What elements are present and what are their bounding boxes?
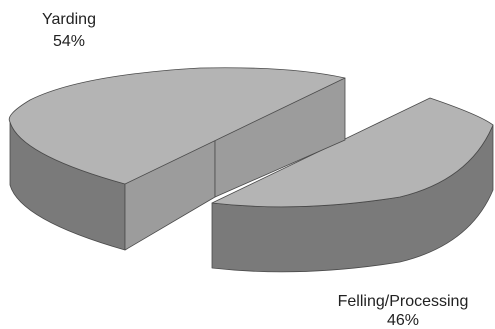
slice-yarding-group <box>8 67 346 251</box>
slice-yarding-top <box>8 67 346 185</box>
slice-label-yarding: Yarding <box>42 11 96 28</box>
slice-value-felling-processing: 46% <box>387 312 419 329</box>
slice-value-yarding: 54% <box>53 33 85 50</box>
slice-label-felling-processing: Felling/Processing <box>338 293 469 310</box>
slice-felling-processing-group <box>211 97 494 273</box>
slice-felling-processing-top <box>211 97 494 208</box>
